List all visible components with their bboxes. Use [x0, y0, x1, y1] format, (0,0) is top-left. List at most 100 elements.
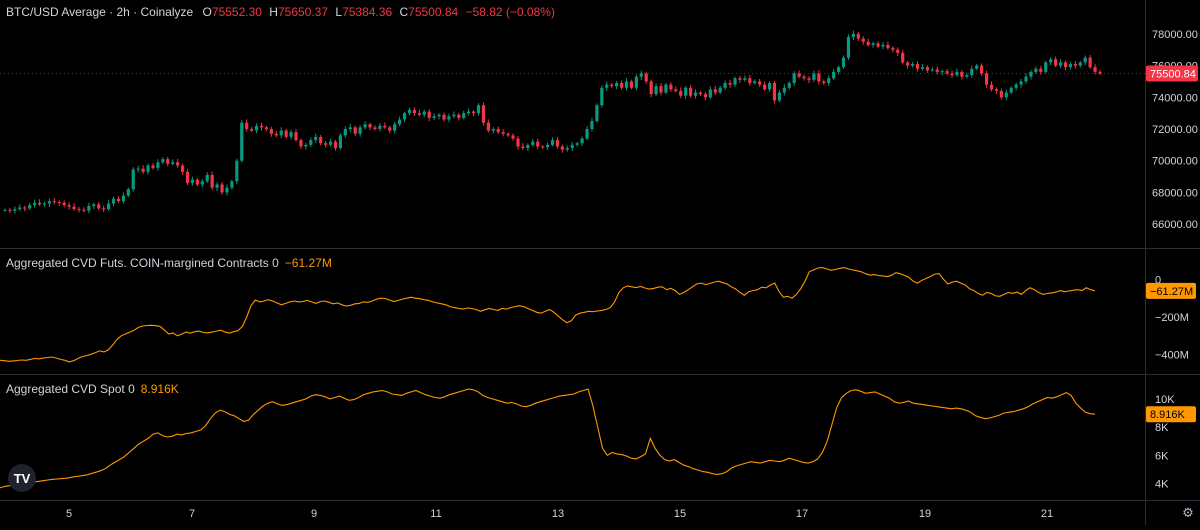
candle-body [437, 114, 441, 117]
time-axis-tick: 7 [189, 508, 195, 520]
candle-body [555, 140, 560, 147]
futures-value: −61.27M [284, 256, 332, 270]
candle-body [723, 83, 727, 88]
candle-body [363, 124, 367, 128]
candle-body [180, 165, 185, 172]
gear-icon[interactable]: ⚙ [1182, 505, 1194, 520]
candle-body [383, 125, 387, 128]
candle-body [861, 38, 865, 42]
candle-body [42, 203, 47, 205]
candle-body [762, 84, 767, 90]
price-legend: BTC/USD Average · 2h · Coinalyze O75552.… [6, 5, 555, 19]
candle-body [802, 76, 806, 79]
candle-body [1004, 92, 1008, 98]
candle-body [102, 208, 106, 210]
candle-body [353, 127, 357, 134]
candle-body [254, 125, 259, 131]
candle-body [422, 111, 426, 115]
candle-body [866, 41, 870, 45]
last-price-label: 75500.84 [1150, 68, 1196, 80]
symbol-title[interactable]: BTC/USD Average · 2h · Coinalyze [6, 5, 194, 19]
candle-body [713, 89, 717, 93]
tradingview-logo-icon[interactable]: TV [8, 464, 36, 492]
candle-body [235, 160, 239, 182]
futures-cvd-pane [0, 267, 1096, 363]
price-axis-tick: 68000.00 [1152, 187, 1198, 199]
candle-body [965, 75, 969, 77]
candle-body [994, 89, 999, 91]
spot-value: 8.916K [140, 382, 179, 396]
cvd-series-line [0, 267, 1096, 363]
candle-body [629, 81, 634, 88]
candle-body [644, 73, 648, 82]
candle-body [57, 201, 61, 203]
candle-body [925, 67, 929, 71]
candle-body [92, 204, 96, 206]
time-axis-tick: 15 [674, 508, 686, 520]
open-label: O [202, 5, 212, 19]
candle-body [871, 43, 875, 45]
candle-body [708, 89, 712, 98]
candle-body [565, 148, 569, 150]
candle-body [590, 121, 594, 129]
spot-title[interactable]: Aggregated CVD Spot 0 [6, 382, 135, 396]
cvd-axis-tick: 0 [1155, 274, 1161, 286]
candle-body [970, 68, 974, 76]
cvd-axis-tick: 6K [1155, 450, 1169, 462]
candle-body [412, 109, 416, 114]
candle-body [536, 141, 540, 147]
candle-body [72, 206, 76, 210]
candle-body [501, 132, 505, 134]
candle-body [190, 179, 195, 183]
candle-body [1049, 59, 1053, 63]
candle-body [896, 49, 900, 53]
candle-body [77, 209, 81, 211]
candle-body [1014, 84, 1018, 88]
candle-body [945, 71, 949, 74]
candle-body [462, 113, 466, 118]
candle-body [141, 168, 145, 172]
candle-body [901, 52, 905, 63]
candle-body [600, 87, 604, 106]
time-axis-tick: 21 [1041, 508, 1053, 520]
candle-body [516, 138, 520, 147]
candle-body [393, 124, 397, 131]
cvd-series-line [0, 388, 1096, 489]
candle-body [324, 143, 328, 145]
candle-body [373, 127, 377, 129]
futures-title[interactable]: Aggregated CVD Futs. COIN-margined Contr… [6, 256, 279, 270]
candle-body [333, 141, 338, 149]
candle-body [886, 44, 890, 49]
candle-body [733, 78, 737, 85]
candle-body [876, 43, 880, 47]
candle-body [496, 129, 500, 133]
candle-body [772, 83, 777, 101]
candle-body [97, 204, 101, 209]
axis-layer: 66000.00 68000.00 70000.00 72000.00 74000.00… [0, 29, 1198, 520]
candle-body [471, 111, 476, 114]
candle-body [67, 205, 71, 207]
candle-body [595, 105, 599, 122]
candle-body [570, 144, 574, 149]
candle-body [758, 81, 762, 85]
candle-body [605, 84, 609, 88]
candle-body [299, 140, 303, 147]
candle-body [289, 132, 293, 137]
price-axis-tick: 78000.00 [1152, 29, 1198, 41]
candle-body [664, 84, 668, 93]
candle-body [832, 71, 836, 79]
candle-body [467, 111, 471, 114]
candle-body [1034, 68, 1038, 72]
futures-last-badge-label: −61.27M [1150, 286, 1193, 298]
time-axis-tick: 5 [66, 508, 72, 520]
candle-body [822, 81, 826, 84]
time-axis-tick: 19 [919, 508, 931, 520]
candle-body [259, 125, 264, 128]
futures-legend: Aggregated CVD Futs. COIN-margined Contr… [6, 256, 332, 270]
time-axis-tick: 11 [430, 508, 441, 520]
candle-body [417, 113, 421, 115]
candle-body [230, 181, 234, 188]
candle-body [200, 181, 204, 185]
